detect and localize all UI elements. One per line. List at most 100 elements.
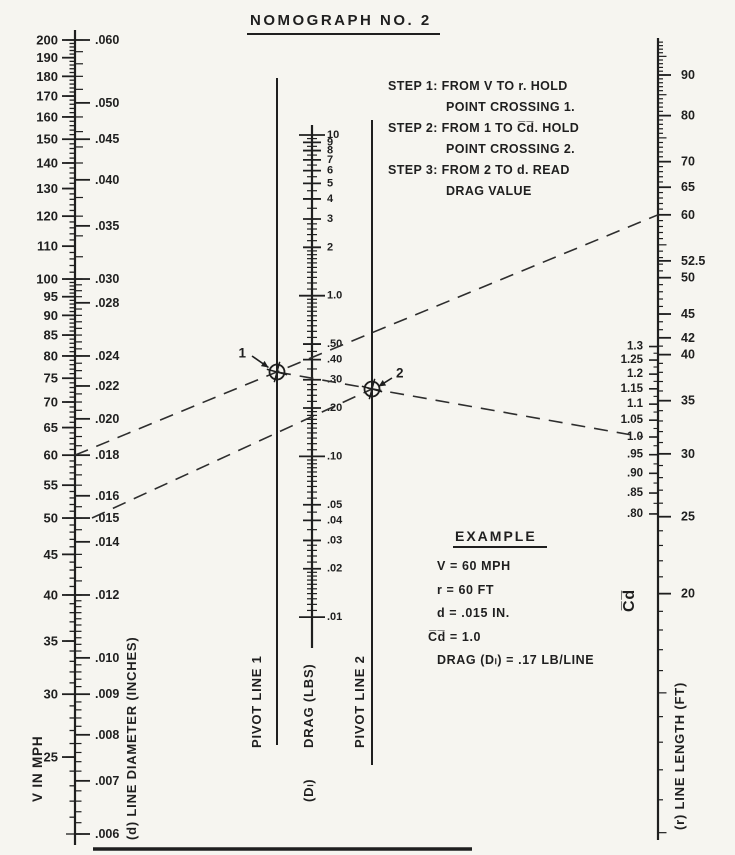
d-tick-label: .020 xyxy=(95,412,119,426)
example-title: EXAMPLE xyxy=(453,528,547,548)
pivot-2-number: 2 xyxy=(396,366,404,381)
drag-scale-label: DRAG (LBS) xyxy=(301,663,316,748)
d-tick-label: .050 xyxy=(95,96,119,110)
v-tick-label: 35 xyxy=(44,634,58,649)
drag-tick-label: .10 xyxy=(327,450,342,462)
example-block: EXAMPLE V = 60 MPH r = 60 FT d = .015 IN… xyxy=(428,528,594,673)
drag-tick-label: 8 xyxy=(327,145,333,157)
pivot-1-number: 1 xyxy=(238,346,246,361)
drag-tick-label: .01 xyxy=(327,611,342,623)
example-line-d: d = .015 IN. xyxy=(437,606,510,620)
drag-tick-label: .05 xyxy=(327,499,342,511)
v-tick-label: 95 xyxy=(44,289,58,304)
drag-tick-label: 3 xyxy=(327,213,333,225)
instructions-block: STEP 1: FROM V TO r. HOLD POINT CROSSING… xyxy=(388,76,579,202)
pivot-point-2-marker xyxy=(363,380,381,398)
d-tick-label: .015 xyxy=(95,511,119,525)
example-line-cd: C̅d̅ = 1.0 xyxy=(428,629,482,644)
cd-tick-label: 1.25 xyxy=(621,354,644,366)
d-tick-label: .008 xyxy=(95,728,119,742)
v-tick-label: 45 xyxy=(44,547,58,562)
pivot-point-1-cross xyxy=(273,361,281,383)
d-tick-label: .010 xyxy=(95,651,119,665)
cd-tick-label: 1.0 xyxy=(627,431,643,443)
v-tick-label: 85 xyxy=(44,328,58,343)
r-tick-label: 42 xyxy=(681,331,695,345)
cd-tick-label: 1.2 xyxy=(627,368,643,380)
page-title: NOMOGRAPH NO. 2 xyxy=(247,12,440,35)
d-tick-label: .007 xyxy=(95,774,119,788)
drag-tick-label: 1.0 xyxy=(327,290,342,302)
r-tick-label: 60 xyxy=(681,208,695,222)
pivot-1-arrow-head xyxy=(260,360,269,368)
r-tick-label: 45 xyxy=(681,307,695,321)
drag-tick-label: 10 xyxy=(327,129,339,141)
d-scale-label: (d) LINE DIAMETER (INCHES) xyxy=(124,636,139,840)
d-tick-label: .022 xyxy=(95,379,119,393)
step-3-line-1: STEP 3: FROM 2 TO d. READ xyxy=(388,163,570,177)
r-tick-label: 70 xyxy=(681,155,695,169)
v-tick-label: 180 xyxy=(36,69,58,84)
example-line-1-to-cd xyxy=(276,371,644,438)
v-tick-label: 40 xyxy=(44,587,58,602)
d-tick-label: .035 xyxy=(95,219,119,233)
d-tick-label: .012 xyxy=(95,588,119,602)
drag-tick-label: 9 xyxy=(327,136,333,148)
example-line-v: V = 60 MPH xyxy=(437,559,511,573)
r-scale-label: (r) LINE LENGTH (FT) xyxy=(672,681,687,830)
d-tick-label: .060 xyxy=(95,33,119,47)
v-tick-label: 200 xyxy=(36,33,58,48)
pivot-2-arrow-head xyxy=(378,380,387,387)
pivot-line-1-label: PIVOT LINE 1 xyxy=(249,655,264,748)
cd-tick-label: 1.15 xyxy=(621,383,644,395)
v-tick-label: 70 xyxy=(44,395,58,410)
v-tick-label: 190 xyxy=(36,50,58,65)
v-tick-label: 160 xyxy=(36,109,58,124)
drag-tick-label: 6 xyxy=(327,165,333,177)
drag-tick-label: 5 xyxy=(327,177,333,189)
v-tick-label: 130 xyxy=(36,181,58,196)
r-tick-label: 80 xyxy=(681,109,695,123)
cd-tick-label: 1.3 xyxy=(627,341,643,353)
d-tick-label: .016 xyxy=(95,489,119,503)
step-2-line-2: POINT CROSSING 2. xyxy=(446,142,576,156)
v-tick-label: 120 xyxy=(36,209,58,224)
d-tick-label: .045 xyxy=(95,132,119,146)
drag-tick-label: .02 xyxy=(327,563,342,575)
drag-tick-label: .04 xyxy=(327,514,343,526)
d-tick-label: .009 xyxy=(95,687,119,701)
pivot-line-2-label: PIVOT LINE 2 xyxy=(352,655,367,748)
v-tick-label: 170 xyxy=(36,89,58,104)
drag-tick-label: 2 xyxy=(327,241,333,253)
drag-scale-sublabel: (Dₗ) xyxy=(301,778,316,802)
example-line-2-to-d xyxy=(91,388,373,519)
pivot-point-2-cross xyxy=(368,378,376,400)
v-tick-label: 25 xyxy=(44,750,58,765)
cd-tick-label: 1.05 xyxy=(621,414,644,426)
d-tick-label: .040 xyxy=(95,173,119,187)
r-tick-label: 50 xyxy=(681,271,695,285)
r-tick-label: 65 xyxy=(681,180,695,194)
example-line-v-to-r xyxy=(74,214,659,456)
v-tick-label: 100 xyxy=(36,272,58,287)
cd-tick-label: .90 xyxy=(627,467,643,479)
v-scale-label: V IN MPH xyxy=(30,735,45,802)
r-tick-label: 52.5 xyxy=(681,254,705,268)
example-line-r: r = 60 FT xyxy=(437,582,495,597)
v-tick-label: 150 xyxy=(36,132,58,147)
drag-tick-label: .40 xyxy=(327,354,342,366)
d-tick-label: .006 xyxy=(95,827,119,841)
pivot-point-1-marker xyxy=(268,363,286,381)
cd-tick-label: .80 xyxy=(627,508,643,520)
r-tick-label: 20 xyxy=(681,587,695,601)
cd-tick-label: 1.1 xyxy=(627,398,644,410)
drag-tick-label: .20 xyxy=(327,402,342,414)
drag-tick-label: .30 xyxy=(327,374,342,386)
drag-tick-label: .03 xyxy=(327,534,342,546)
r-tick-label: 35 xyxy=(681,394,695,408)
v-tick-label: 65 xyxy=(44,420,58,435)
step-2-line-1: STEP 2: FROM 1 TO C̅d̅. HOLD xyxy=(388,121,580,135)
step-1-line-1: STEP 1: FROM V TO r. HOLD xyxy=(388,79,568,93)
